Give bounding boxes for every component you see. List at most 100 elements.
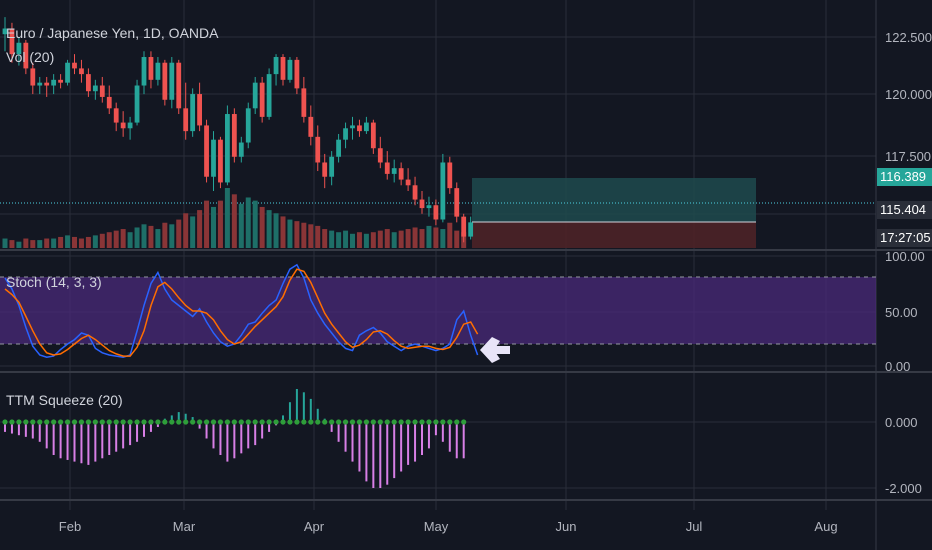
- candle-body: [461, 216, 467, 237]
- candle-body: [86, 74, 91, 92]
- squeeze-dot: [162, 419, 168, 425]
- stoch-tick-label: 0.00: [885, 359, 910, 374]
- x-tick-label: Jun: [556, 519, 577, 534]
- volume-bar: [231, 194, 237, 248]
- candle-body: [322, 162, 328, 177]
- candle-body: [79, 68, 84, 75]
- candle-body: [454, 188, 460, 217]
- candle-body: [106, 96, 112, 109]
- volume-bar: [391, 232, 397, 248]
- squeeze-dot: [64, 419, 71, 425]
- volume-bar: [336, 232, 342, 248]
- squeeze-dot: [336, 419, 342, 425]
- candle-body: [329, 156, 335, 177]
- volume-bar: [190, 216, 196, 248]
- volume-bar: [315, 225, 321, 248]
- candle-body: [426, 205, 432, 209]
- candle-body: [225, 114, 230, 183]
- left-arrow-icon: [480, 337, 510, 363]
- stop-zone[interactable]: [472, 222, 756, 248]
- squeeze-pane: [2, 389, 467, 488]
- target-zone[interactable]: [472, 178, 756, 222]
- squeeze-dot: [71, 419, 78, 425]
- x-tick-label: Apr: [304, 519, 325, 534]
- price-tick-label: 120.000: [885, 87, 932, 102]
- volume-bar: [384, 229, 390, 248]
- stoch-indicator-label[interactable]: Stoch (14, 3, 3): [6, 274, 102, 290]
- squeeze-dot: [384, 419, 390, 425]
- squeeze-dot: [9, 419, 15, 425]
- squeeze-dot: [273, 419, 279, 425]
- squeeze-dot: [148, 419, 154, 425]
- squeeze-dot: [266, 419, 272, 425]
- stoch-tick-label: 50.00: [885, 305, 918, 320]
- volume-bar: [370, 232, 376, 248]
- candle-body: [148, 57, 154, 80]
- candle-body: [252, 82, 258, 109]
- volume-indicator-label[interactable]: Vol (20): [6, 49, 54, 65]
- candle-body: [99, 85, 105, 97]
- candle-body: [176, 62, 182, 109]
- squeeze-dot: [203, 419, 210, 425]
- volume-bar: [308, 224, 314, 248]
- volume-bar: [266, 210, 272, 248]
- candle-body: [169, 62, 175, 100]
- volume-bar: [350, 233, 355, 248]
- candle-body: [183, 108, 189, 132]
- price-badge: [877, 201, 932, 219]
- chart-texts: Euro / Japanese Yen, 1D, OANDA Vol (20) …: [6, 25, 219, 408]
- candle-body: [127, 122, 133, 129]
- squeeze-dot: [183, 419, 189, 425]
- squeeze-dot: [447, 419, 453, 425]
- volume-bar: [169, 224, 175, 248]
- squeeze-dot: [294, 419, 300, 425]
- squeeze-dot: [356, 419, 363, 425]
- candle-body: [51, 79, 57, 86]
- candle-body: [419, 199, 425, 209]
- candle-body: [23, 42, 29, 69]
- chart-title[interactable]: Euro / Japanese Yen, 1D, OANDA: [6, 25, 219, 41]
- volume-bar: [217, 200, 223, 248]
- squeeze-dot: [370, 419, 376, 425]
- candle-body: [155, 62, 161, 80]
- position-zones[interactable]: [0, 178, 876, 248]
- volume-bar: [419, 229, 425, 248]
- candle-body: [315, 136, 321, 163]
- volume-bar: [287, 219, 293, 248]
- squeeze-dot: [51, 419, 57, 425]
- squeeze-dot: [44, 419, 50, 425]
- squeeze-dot: [301, 419, 307, 425]
- volume-bar: [162, 222, 168, 248]
- volume-bar: [197, 210, 203, 248]
- squeeze-dot: [176, 419, 182, 425]
- squeeze-indicator-label[interactable]: TTM Squeeze (20): [6, 392, 123, 408]
- x-tick-label: Aug: [814, 519, 837, 534]
- volume-bar: [141, 224, 147, 248]
- volume-bar: [377, 230, 383, 248]
- squeeze-dot: [2, 419, 8, 425]
- volume-bar: [280, 216, 286, 248]
- stoch-tick-label: 100.00: [885, 249, 925, 264]
- squeeze-dot: [127, 419, 133, 425]
- squeeze-dot: [287, 419, 293, 425]
- squeeze-dot: [259, 419, 265, 425]
- price-badge: [877, 229, 932, 247]
- candle-body: [92, 85, 98, 92]
- squeeze-dot: [16, 419, 22, 425]
- squeeze-dot: [99, 419, 105, 425]
- squeeze-dot: [426, 419, 432, 425]
- volume-bar: [426, 225, 432, 248]
- candle-body: [16, 42, 22, 55]
- squeeze-dot: [210, 419, 217, 425]
- volume-bar: [301, 222, 307, 248]
- volume-bar: [211, 206, 216, 248]
- squeeze-dot: [440, 419, 446, 425]
- candle-body: [370, 122, 376, 149]
- volume-bar: [9, 240, 15, 248]
- candle-body: [190, 94, 196, 132]
- squeeze-dot: [245, 419, 251, 425]
- candle-body: [231, 114, 237, 157]
- volume-bar: [72, 236, 77, 248]
- squeeze-dot: [412, 419, 418, 425]
